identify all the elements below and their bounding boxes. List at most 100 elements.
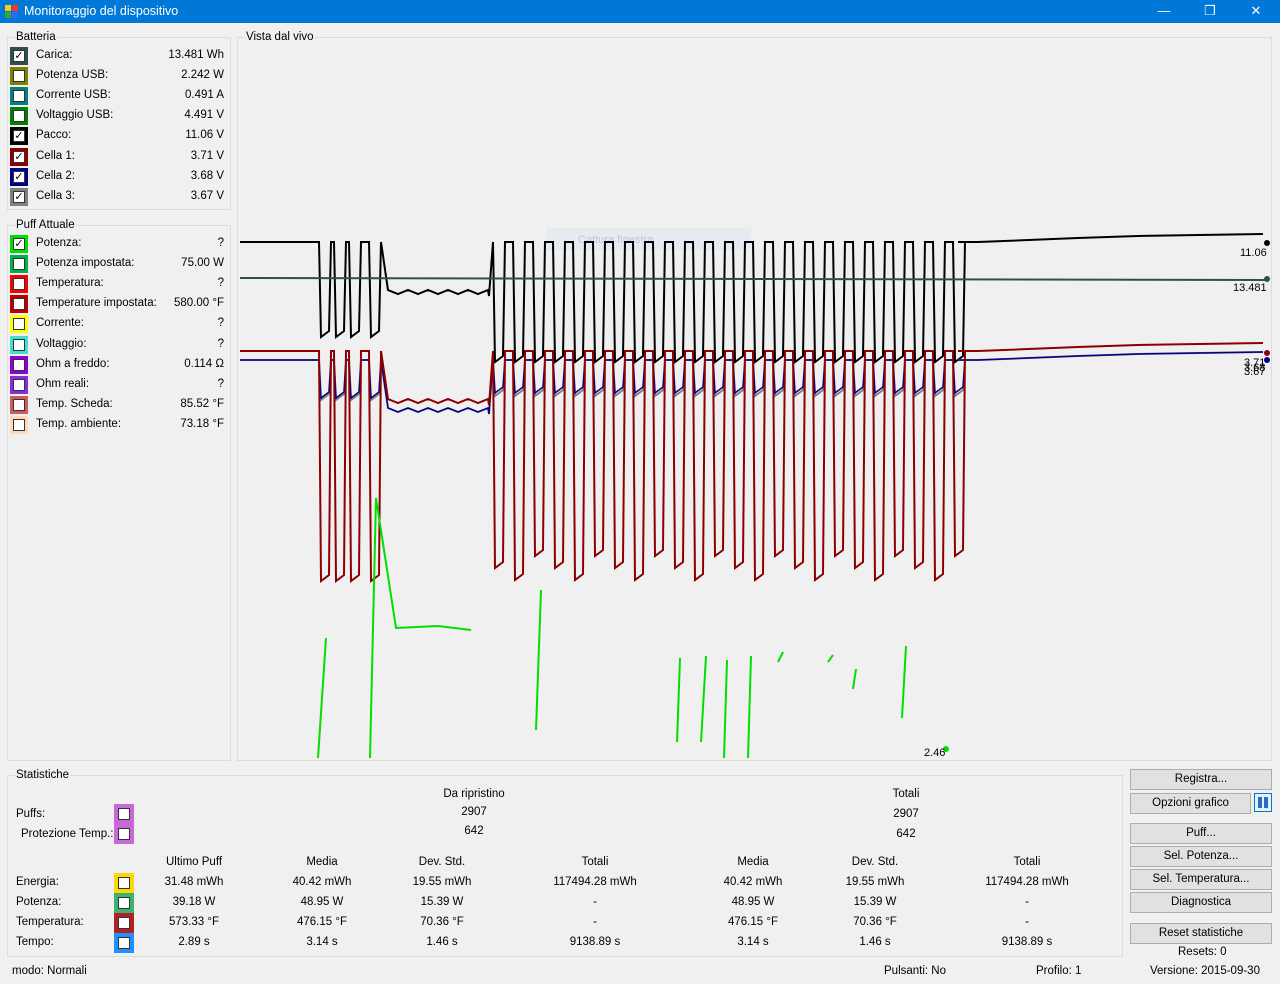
power-value-label: 2.46	[924, 747, 945, 759]
puff-group-title: Puff Attuale	[15, 219, 76, 231]
cell-value-label: 3.68	[1244, 362, 1265, 374]
stat-checkbox[interactable]	[118, 808, 130, 820]
pack-voltage-series	[240, 233, 1264, 364]
series-value: ?	[217, 277, 224, 290]
series-checkbox[interactable]	[13, 338, 25, 351]
charge-value-label: 13.481	[1233, 282, 1267, 294]
series-checkbox[interactable]	[13, 70, 25, 83]
series-color-swatch	[10, 335, 28, 354]
stats-row-color-box	[114, 913, 134, 933]
series-checkbox[interactable]: ✓	[13, 150, 25, 163]
window-title: Monitoraggio del dispositivo	[24, 4, 179, 18]
series-checkbox[interactable]: ✓	[13, 238, 25, 250]
legend-row: Potenza impostata: 75.00 W	[10, 254, 224, 274]
col-totali: Totali	[892, 788, 920, 800]
charge-end-marker	[1264, 276, 1270, 282]
series-color-swatch	[10, 87, 28, 106]
close-icon[interactable]: ✕	[1250, 3, 1262, 18]
series-label: Corrente USB:	[36, 89, 111, 102]
series-value: 85.52 °F	[180, 397, 224, 410]
series-checkbox[interactable]: ✓	[13, 130, 25, 143]
legend-row: ✓ Cella 2: 3.68 V	[10, 167, 224, 187]
series-value: 0.491 A	[184, 89, 224, 102]
series-checkbox[interactable]: ✓	[13, 170, 25, 183]
series-checkbox[interactable]	[13, 398, 25, 411]
series-label: Temperatura:	[36, 277, 104, 290]
stat-checkbox[interactable]	[118, 828, 130, 840]
stats-cell: 476.15 °F	[297, 916, 347, 928]
stats-cell: 48.95 W	[731, 896, 775, 908]
series-value: 75.00 W	[181, 257, 224, 270]
stats-cell: 3.14 s	[306, 936, 338, 948]
series-value: ?	[217, 317, 224, 330]
series-value: 3.71 V	[190, 149, 224, 162]
series-checkbox[interactable]	[13, 258, 25, 271]
pack-end-marker	[1264, 240, 1270, 246]
series-checkbox[interactable]	[13, 90, 25, 103]
series-color-swatch: ✓	[10, 187, 28, 206]
series-checkbox[interactable]	[13, 298, 25, 311]
series-value: 0.114 Ω	[184, 357, 224, 370]
series-label: Voltaggio USB:	[36, 109, 114, 122]
stat-checkbox[interactable]	[118, 937, 130, 949]
series-label: Cella 1:	[36, 149, 75, 162]
diagnostica-button[interactable]: Diagnostica	[1130, 892, 1272, 913]
minimize-icon[interactable]: —	[1157, 3, 1171, 18]
stats-cell: 19.55 mWh	[412, 876, 472, 888]
sel-temperatura-button[interactable]: Sel. Temperatura...	[1130, 869, 1272, 890]
series-color-swatch	[10, 395, 28, 414]
series-color-swatch	[10, 107, 28, 126]
stats-cell: 117494.28 mWh	[985, 876, 1069, 888]
series-checkbox[interactable]	[13, 110, 25, 123]
puffs-total: 2907	[893, 808, 919, 820]
legend-row: Temperatura:?	[10, 274, 224, 294]
stats-cell: 15.39 W	[420, 896, 464, 908]
series-color-swatch: ✓	[10, 127, 28, 146]
opzioni-grafico-button[interactable]: Opzioni grafico	[1130, 793, 1251, 814]
cell3-series	[240, 351, 1264, 415]
series-checkbox[interactable]	[13, 318, 25, 331]
stats-cell: 19.55 mWh	[845, 876, 905, 888]
stat-checkbox[interactable]	[118, 897, 130, 909]
sel-potenza-button[interactable]: Sel. Potenza...	[1130, 846, 1272, 867]
series-value: 73.18 °F	[180, 417, 224, 430]
legend-row: ✓ Carica: 13.481 Wh	[10, 46, 224, 66]
series-color-swatch: ✓	[10, 235, 28, 253]
stats-cell: 15.39 W	[853, 896, 897, 908]
series-color-swatch	[10, 295, 28, 314]
series-label: Pacco:	[36, 129, 72, 142]
stats-cell: 70.36 °F	[420, 916, 464, 928]
restore-icon[interactable]: ❐	[1204, 3, 1216, 18]
series-checkbox[interactable]: ✓	[13, 190, 25, 203]
stats-row-label: Energia:	[16, 876, 59, 888]
live-chart: Cattura finestra 11.06 13.481 3.713.683.67 2…	[239, 228, 1270, 759]
pause-icon	[1258, 797, 1262, 808]
puff-button[interactable]: Puff...	[1130, 823, 1272, 844]
series-label: Cella 2:	[36, 169, 75, 182]
stat-checkbox[interactable]	[118, 877, 130, 889]
reset-statistiche-button[interactable]: Reset statistiche	[1130, 923, 1272, 944]
series-checkbox[interactable]	[13, 278, 25, 291]
pause-toggle[interactable]	[1254, 793, 1272, 812]
stats-header: Dev. Std.	[851, 856, 899, 868]
legend-row: Corrente:?	[10, 314, 224, 334]
series-label: Carica:	[36, 49, 73, 61]
series-value: ?	[217, 237, 224, 249]
series-value: 3.67 V	[190, 189, 224, 202]
series-checkbox[interactable]	[13, 358, 25, 371]
series-checkbox[interactable]: ✓	[13, 50, 25, 62]
puffs-label: Puffs:	[16, 808, 46, 820]
stat-checkbox[interactable]	[118, 917, 130, 929]
registra-button[interactable]: Registra...	[1130, 769, 1272, 790]
power-series	[901, 645, 907, 719]
legend-row: Ohm reali:?	[10, 375, 224, 395]
stats-cell: 9138.89 s	[1001, 936, 1053, 948]
stats-cell: 9138.89 s	[569, 936, 621, 948]
series-checkbox[interactable]	[13, 378, 25, 391]
stats-cell: 48.95 W	[300, 896, 344, 908]
legend-row: Temperature impostata: 580.00 °F	[10, 294, 224, 314]
series-label: Corrente:	[36, 317, 84, 330]
series-checkbox[interactable]	[13, 418, 25, 431]
legend-row: Corrente USB: 0.491 A	[10, 86, 224, 106]
status-profilo: Profilo: 1	[1036, 965, 1082, 977]
